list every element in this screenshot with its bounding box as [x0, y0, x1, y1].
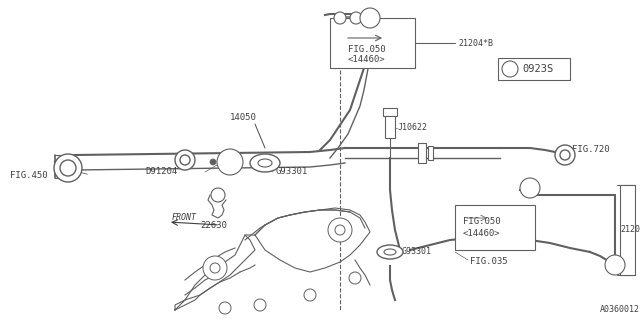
Text: A036001214: A036001214: [600, 306, 640, 315]
Text: FIG.720: FIG.720: [572, 146, 610, 155]
Text: <14460>: <14460>: [463, 229, 500, 238]
Text: G93301: G93301: [402, 247, 432, 257]
Circle shape: [349, 272, 361, 284]
Text: 0923S: 0923S: [522, 64, 553, 74]
Circle shape: [334, 12, 346, 24]
Text: 14050: 14050: [230, 114, 257, 123]
Circle shape: [175, 150, 195, 170]
Text: <14460>: <14460>: [348, 55, 386, 65]
Circle shape: [364, 12, 376, 24]
FancyBboxPatch shape: [428, 146, 433, 160]
Circle shape: [520, 178, 540, 198]
Circle shape: [210, 263, 220, 273]
Ellipse shape: [250, 154, 280, 172]
FancyBboxPatch shape: [498, 58, 570, 80]
Circle shape: [335, 225, 345, 235]
Circle shape: [350, 12, 362, 24]
FancyBboxPatch shape: [383, 108, 397, 116]
Circle shape: [60, 160, 76, 176]
Circle shape: [560, 150, 570, 160]
Circle shape: [304, 289, 316, 301]
Text: 21204*B: 21204*B: [458, 38, 493, 47]
Circle shape: [211, 188, 225, 202]
Ellipse shape: [384, 249, 396, 255]
Circle shape: [217, 149, 243, 175]
Circle shape: [180, 155, 190, 165]
Circle shape: [502, 61, 518, 77]
Circle shape: [524, 185, 536, 197]
Circle shape: [328, 218, 352, 242]
Text: 1: 1: [366, 12, 370, 18]
FancyBboxPatch shape: [330, 18, 415, 68]
Circle shape: [605, 255, 625, 275]
FancyBboxPatch shape: [455, 205, 535, 250]
Text: FIG.050: FIG.050: [348, 45, 386, 54]
Circle shape: [54, 154, 82, 182]
Text: 21204*A: 21204*A: [620, 226, 640, 235]
Text: 1: 1: [506, 65, 511, 74]
Text: D91204: D91204: [145, 167, 177, 177]
Ellipse shape: [377, 245, 403, 259]
Text: G93301: G93301: [275, 167, 307, 177]
FancyBboxPatch shape: [418, 143, 426, 163]
Circle shape: [555, 145, 575, 165]
Circle shape: [219, 302, 231, 314]
Text: FIG.450: FIG.450: [10, 171, 47, 180]
Text: FRONT: FRONT: [172, 213, 197, 222]
Text: FIG.035: FIG.035: [470, 258, 508, 267]
Circle shape: [203, 256, 227, 280]
Circle shape: [254, 299, 266, 311]
Text: J10622: J10622: [398, 124, 428, 132]
Text: 22630: 22630: [200, 220, 227, 229]
Text: FIG.050: FIG.050: [463, 218, 500, 227]
FancyBboxPatch shape: [385, 116, 395, 138]
FancyBboxPatch shape: [620, 185, 635, 275]
Circle shape: [360, 8, 380, 28]
Ellipse shape: [258, 159, 272, 167]
Circle shape: [609, 262, 621, 274]
Circle shape: [210, 159, 216, 165]
